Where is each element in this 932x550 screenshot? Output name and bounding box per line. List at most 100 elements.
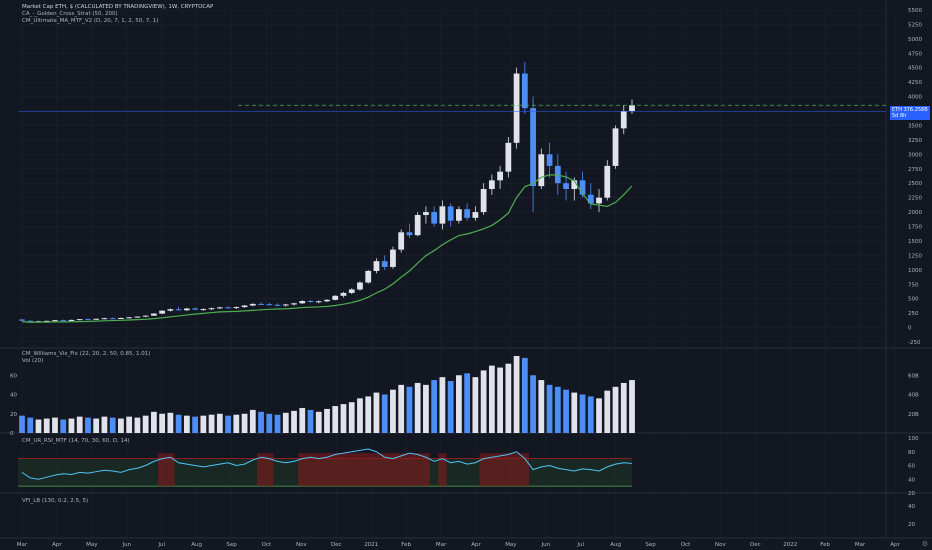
candle-body [60, 320, 67, 322]
volume-bar [109, 417, 116, 433]
vfi-tick: 40 [908, 504, 915, 510]
volume-bar [299, 407, 306, 433]
y-tick-label: 1750 [908, 225, 922, 231]
volume-bar [241, 413, 248, 433]
volume-bar [563, 389, 569, 433]
rsi-overbought-shade [265, 453, 274, 487]
candle-body [546, 154, 553, 166]
volume-bar [43, 418, 50, 433]
volume-bar [390, 389, 396, 433]
candle-body [464, 209, 471, 218]
rsi-overbought-shade [421, 453, 431, 487]
x-tick-label: Jun [121, 542, 131, 548]
candle-body [192, 308, 198, 310]
rsi-overbought-shade [413, 453, 422, 487]
candle-body [241, 305, 248, 308]
x-tick-label: Feb [820, 542, 830, 548]
rsi-overbought-shade [306, 453, 315, 487]
rsi-overbought-shade [158, 453, 167, 487]
volume-left-tick: 40 [10, 393, 17, 399]
y-tick-label: 500 [908, 297, 919, 303]
candle-body [447, 206, 454, 221]
candle-body [266, 304, 273, 306]
rsi-overbought-shade [347, 453, 356, 487]
candle-body [579, 180, 586, 195]
candle-body [332, 295, 339, 300]
price-tag-value: ETH 376.258B [892, 107, 928, 113]
volume-bar [60, 419, 67, 433]
gear-icon[interactable]: ⚙ [921, 540, 928, 548]
volume-bar [291, 410, 297, 433]
candle-body [406, 232, 413, 236]
x-tick-label: Dec [331, 542, 342, 548]
x-tick-label: Apr [471, 542, 481, 548]
candle-body [521, 73, 528, 109]
y-tick-label: 1250 [908, 253, 922, 259]
candle-body [488, 180, 495, 189]
rsi-overbought-shade [479, 453, 488, 487]
williams-legend: CM_Williams_Vix_Fix (22, 20, 2, 50, 0.85… [22, 351, 151, 357]
rsi-line [21, 448, 633, 480]
volume-bar [357, 398, 363, 433]
volume-bar [447, 381, 454, 433]
volume-bar [398, 384, 405, 433]
volume-left-tick: 0 [10, 431, 14, 437]
volume-bar [183, 415, 190, 433]
candle-body [68, 319, 75, 321]
volume-left-tick: 20 [10, 412, 17, 418]
y-tick-label: 4500 [908, 66, 922, 72]
candle-body [365, 270, 372, 283]
y-tick-label: 1500 [908, 239, 922, 245]
volume-bar [52, 417, 58, 433]
candle-body [134, 316, 141, 318]
volume-bar [406, 386, 413, 433]
volume-bar [604, 390, 611, 433]
candle-body [233, 307, 240, 309]
volume-bar [19, 415, 25, 433]
rsi-legend: CM_UR_RSI_MTF (14, 70, 30, 60, D, 14) [22, 438, 130, 444]
candle-body [563, 183, 569, 189]
volume-bar [530, 375, 536, 433]
rsi-overbought-shade [339, 453, 348, 487]
x-tick-label: Mar [855, 542, 866, 548]
volume-bar [571, 392, 578, 433]
y-tick-label: 2000 [908, 210, 922, 216]
rsi-tick: 60 [908, 464, 915, 470]
candle-body [620, 111, 627, 129]
volume-bar [423, 384, 429, 433]
x-tick-label: Oct [262, 542, 272, 548]
volume-bar [315, 411, 322, 433]
candle-body [76, 319, 83, 321]
rsi-overbought-shade [405, 453, 414, 487]
volume-bar [126, 416, 133, 433]
y-tick-label: 3250 [908, 138, 922, 144]
golden-cross-legend: CA_-_Golden_Cross_Strat (50, 200) [22, 11, 118, 17]
volume-bar [521, 357, 528, 433]
x-tick-label: Aug [191, 542, 202, 548]
volume-bar [159, 413, 166, 433]
candle-body [85, 319, 91, 321]
candle-body [43, 320, 50, 322]
volume-right-tick: 60B [908, 373, 919, 379]
candle-body [19, 319, 25, 321]
rsi-overbought-shade [380, 453, 389, 487]
candle-body [373, 261, 380, 271]
x-tick-label: Jun [541, 542, 551, 548]
candle-body [109, 318, 116, 320]
x-tick-label: Jul [576, 542, 584, 548]
volume-bar [554, 386, 561, 433]
candle-body [291, 303, 297, 305]
candle-body [439, 206, 446, 224]
volume-bar [497, 367, 503, 433]
x-tick-label: May [86, 542, 98, 548]
volume-bar [134, 417, 141, 433]
y-tick-label: 3000 [908, 152, 922, 158]
volume-bar [249, 409, 256, 433]
x-tick-label: May [505, 542, 517, 548]
candle-body [538, 154, 545, 187]
volume-left-tick: 60 [10, 373, 17, 379]
candle-body [423, 212, 429, 215]
volume-bar [233, 414, 240, 433]
candle-body [175, 309, 182, 311]
